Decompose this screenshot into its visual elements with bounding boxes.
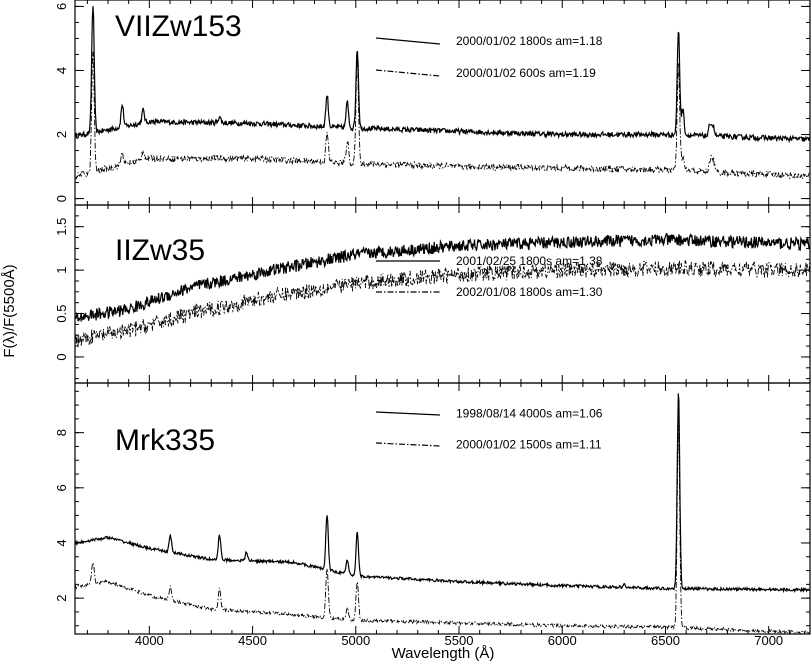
x-tick-label: 7000	[754, 633, 783, 648]
legend-line-dashdot	[375, 442, 441, 447]
y-tick-label: 8	[54, 429, 69, 436]
spectrum-line-solid	[74, 232, 811, 323]
legend-line-solid	[375, 37, 441, 45]
y-tick-label: 2	[54, 131, 69, 138]
legend-label: 2001/02/25 1800s am=1.38	[456, 254, 603, 268]
y-tick-label: 1.5	[54, 218, 69, 236]
spectrum-line-dashdot	[74, 260, 811, 347]
x-tick-label: 4000	[135, 633, 164, 648]
spectrum-line-solid	[74, 393, 810, 594]
panel-frame	[74, 204, 811, 384]
y-tick-label: 4	[54, 539, 69, 546]
legend-label: 1998/08/14 4000s am=1.06	[456, 407, 603, 421]
object-name: IIZw35	[115, 234, 205, 267]
legend-label: 2000/01/02 1500s am=1.11	[456, 438, 602, 452]
y-axis-title: F(λ)/F(5500Å)	[1, 264, 18, 357]
x-axis-title: Wavelength (Å)	[392, 645, 495, 662]
y-tick-label: 0	[54, 195, 69, 202]
spectrum-line-dashdot	[74, 420, 810, 636]
spectrum-line-dashdot	[74, 51, 810, 181]
legend-line-solid	[375, 411, 441, 416]
spectrum-line-solid	[74, 6, 811, 144]
y-tick-label: 6	[54, 3, 69, 10]
y-tick-label: 0.5	[54, 304, 69, 322]
x-tick-label: 5500	[445, 633, 474, 648]
y-tick-label: 1	[54, 267, 69, 274]
x-tick-label: 6000	[548, 633, 577, 648]
y-tick-label: 4	[54, 67, 69, 74]
object-name: VIIZw153	[115, 10, 242, 43]
panel-frame	[74, 382, 811, 635]
legend-label: 2000/01/02 1800s am=1.18	[456, 34, 603, 48]
y-tick-label: 2	[54, 595, 69, 602]
x-tick-label: 6500	[651, 633, 680, 648]
object-name: Mrk335	[115, 424, 215, 457]
x-tick-label: 4500	[238, 633, 267, 648]
legend-label: 2000/01/02 600s am=1.19	[456, 66, 596, 80]
legend-label: 2002/01/08 1800s am=1.30	[456, 285, 603, 299]
x-tick-label: 5000	[341, 633, 370, 648]
y-tick-label: 6	[54, 484, 69, 491]
y-tick-label: 0	[54, 353, 69, 360]
legend-line-dashdot	[375, 69, 441, 77]
